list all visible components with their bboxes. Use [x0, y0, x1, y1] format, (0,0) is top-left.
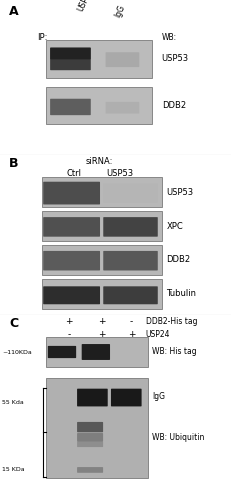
FancyBboxPatch shape [103, 286, 158, 304]
Text: +: + [66, 317, 73, 326]
Text: XPC: XPC [166, 222, 183, 230]
FancyBboxPatch shape [82, 344, 110, 360]
FancyBboxPatch shape [43, 286, 100, 304]
Text: 15 KDa: 15 KDa [2, 468, 25, 472]
FancyBboxPatch shape [77, 388, 108, 406]
Text: +: + [98, 317, 105, 326]
FancyBboxPatch shape [106, 102, 139, 114]
Bar [46, 40, 152, 78]
FancyBboxPatch shape [50, 98, 91, 115]
Text: C: C [9, 317, 18, 330]
FancyBboxPatch shape [77, 467, 103, 473]
FancyBboxPatch shape [43, 182, 100, 204]
Bar [42, 245, 162, 275]
Text: A: A [9, 4, 19, 18]
Text: USP53: USP53 [162, 54, 189, 64]
Text: Tubulin: Tubulin [166, 289, 196, 298]
Text: WB: His tag: WB: His tag [152, 348, 197, 356]
Text: +: + [128, 330, 135, 339]
FancyBboxPatch shape [50, 48, 91, 60]
Text: IP:: IP: [37, 32, 47, 42]
Text: WB: Ubiquitin: WB: Ubiquitin [152, 433, 205, 442]
FancyBboxPatch shape [103, 251, 158, 270]
FancyBboxPatch shape [43, 251, 100, 270]
Text: USP53: USP53 [76, 0, 95, 12]
Text: IgG: IgG [113, 3, 127, 18]
Text: IgG: IgG [152, 392, 165, 401]
Text: WB:: WB: [162, 32, 177, 42]
Text: DDB2-His tag: DDB2-His tag [146, 317, 197, 326]
Bar [46, 378, 148, 478]
Text: DDB2: DDB2 [162, 101, 186, 110]
FancyBboxPatch shape [77, 442, 103, 447]
Bar [42, 279, 162, 308]
Text: -: - [130, 317, 133, 326]
FancyBboxPatch shape [77, 433, 103, 442]
FancyBboxPatch shape [77, 422, 103, 432]
Bar [42, 211, 162, 241]
Text: ~110KDa: ~110KDa [2, 350, 32, 354]
Bar [46, 87, 152, 124]
Text: B: B [9, 156, 19, 170]
Bar [42, 178, 162, 207]
Text: 55 Kda: 55 Kda [2, 400, 24, 406]
Text: Ctrl: Ctrl [67, 170, 81, 178]
Text: +: + [98, 330, 105, 339]
FancyBboxPatch shape [103, 184, 158, 203]
FancyBboxPatch shape [43, 217, 100, 236]
FancyBboxPatch shape [50, 48, 91, 70]
FancyBboxPatch shape [111, 388, 142, 406]
FancyBboxPatch shape [106, 52, 139, 67]
Text: -: - [68, 330, 71, 339]
Text: USP53: USP53 [166, 188, 193, 197]
FancyBboxPatch shape [48, 346, 76, 358]
FancyBboxPatch shape [103, 217, 158, 236]
Text: siRNA:: siRNA: [86, 156, 113, 166]
Text: USP53: USP53 [106, 170, 134, 178]
Text: DDB2: DDB2 [166, 256, 190, 264]
Bar [46, 337, 148, 367]
Text: USP24: USP24 [146, 330, 170, 339]
